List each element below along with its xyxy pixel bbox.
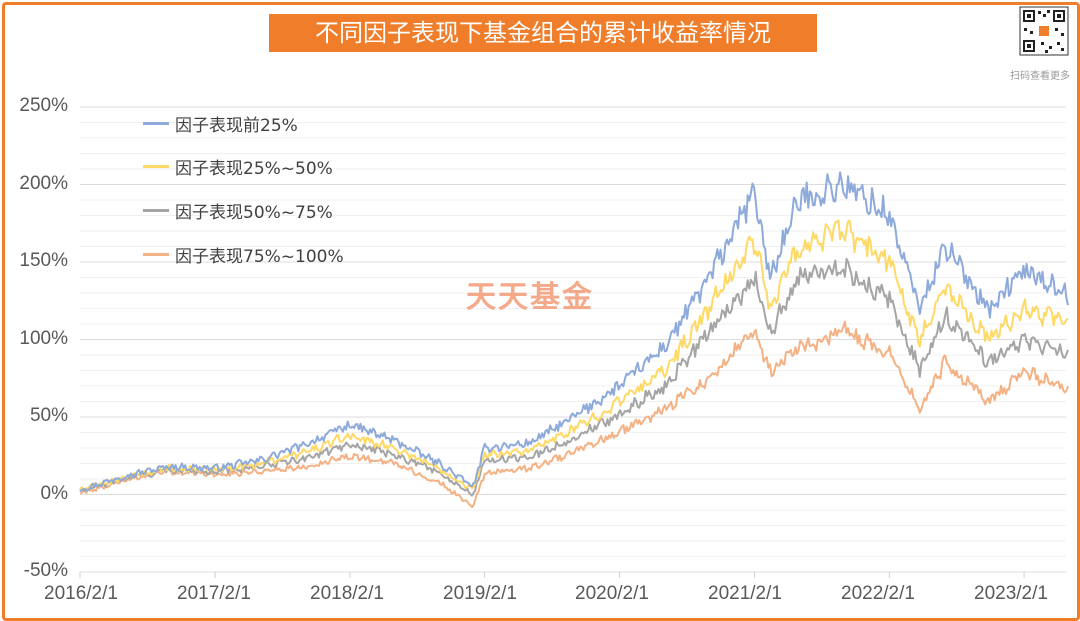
legend-swatch xyxy=(143,209,169,212)
y-tick-label: 0% xyxy=(40,483,68,504)
y-tick-label: 100% xyxy=(19,328,68,349)
x-tick-label: 2023/2/1 xyxy=(974,583,1048,604)
chart-title: 不同因子表现下基金组合的累计收益率情况 xyxy=(269,14,817,52)
qr-code-icon xyxy=(1019,6,1069,62)
x-tick-label: 2022/2/1 xyxy=(841,583,915,604)
series-line-4 xyxy=(79,320,1069,509)
legend-label: 因子表现前25% xyxy=(175,116,298,136)
y-tick-label: -50% xyxy=(23,560,68,581)
y-tick-label: 150% xyxy=(19,250,68,271)
legend-label: 因子表现25%~50% xyxy=(175,159,333,179)
x-tick-label: 2021/2/1 xyxy=(708,583,782,604)
legend-swatch xyxy=(143,122,169,125)
series-line-3 xyxy=(79,257,1069,497)
x-tick-label: 2017/2/1 xyxy=(177,583,251,604)
x-tick-label: 2018/2/1 xyxy=(310,583,384,604)
x-tick-label: 2016/2/1 xyxy=(44,583,118,604)
y-tick-label: 50% xyxy=(29,405,68,426)
x-tick-label: 2020/2/1 xyxy=(575,583,649,604)
legend-label: 因子表现50%~75% xyxy=(175,203,333,223)
x-tick-label: 2019/2/1 xyxy=(443,583,517,604)
series-line-1 xyxy=(79,171,1069,492)
legend-swatch xyxy=(143,253,169,256)
watermark-logo: 天天基金 xyxy=(466,280,594,315)
legend-label: 因子表现75%~100% xyxy=(175,247,344,267)
y-tick-label: 200% xyxy=(19,173,68,194)
qr-caption: 扫码查看更多 xyxy=(1010,71,1070,82)
legend-swatch xyxy=(143,165,169,168)
y-tick-label: 250% xyxy=(19,95,68,116)
